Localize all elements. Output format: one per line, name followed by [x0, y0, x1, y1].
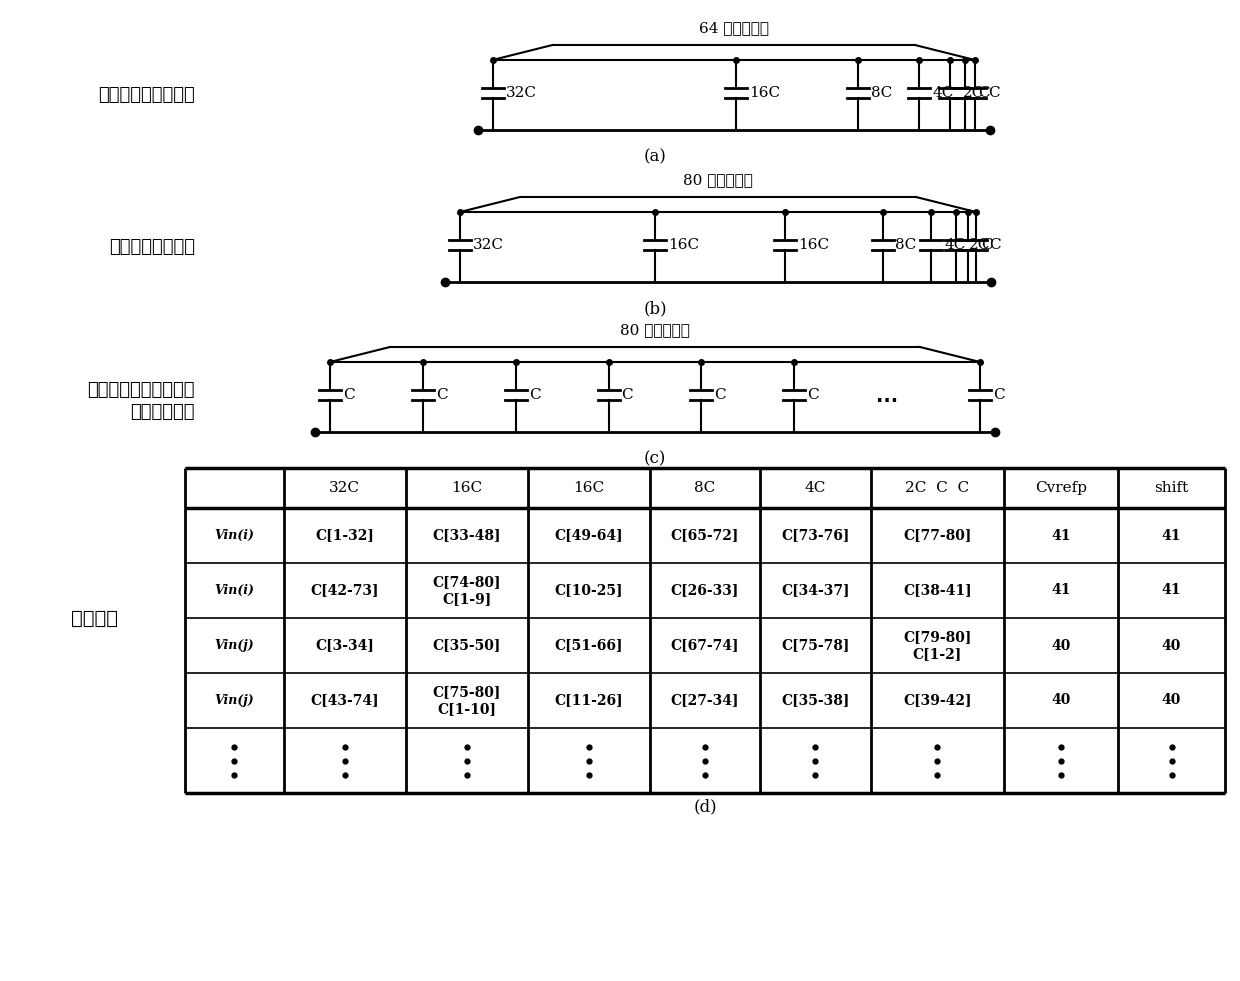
Text: 插入冗余电容阵列: 插入冗余电容阵列 [109, 238, 195, 256]
Text: 传统二进制电容阵列: 传统二进制电容阵列 [98, 86, 195, 104]
Text: 32C: 32C [506, 86, 537, 100]
Text: 动态平均: 动态平均 [72, 608, 119, 628]
Text: 40: 40 [1052, 694, 1071, 707]
Text: (a): (a) [644, 148, 666, 165]
Text: C[38-41]: C[38-41] [903, 584, 972, 597]
Text: 8C: 8C [872, 86, 893, 100]
Text: C[67-74]: C[67-74] [671, 639, 739, 652]
Text: C[33-48]: C[33-48] [433, 529, 501, 542]
Text: C[51-66]: C[51-66] [554, 639, 622, 652]
Text: C: C [714, 387, 727, 402]
Text: C[35-38]: C[35-38] [781, 694, 849, 707]
Text: C: C [435, 387, 448, 402]
Text: 80 组单位电容: 80 组单位电容 [620, 323, 689, 337]
Text: (c): (c) [644, 450, 666, 467]
Text: C[77-80]: C[77-80] [903, 529, 972, 542]
Text: 单位电容阵列: 单位电容阵列 [130, 403, 195, 421]
Text: Vin(j): Vin(j) [215, 639, 254, 652]
Text: 80 组单位电容: 80 组单位电容 [683, 173, 753, 187]
Text: 41: 41 [1052, 584, 1071, 597]
Text: 41: 41 [1052, 529, 1071, 542]
Text: 2C  C  C: 2C C C [905, 481, 970, 495]
Text: ...: ... [877, 387, 898, 406]
Text: 16C: 16C [451, 481, 482, 495]
Text: 4C: 4C [932, 86, 954, 100]
Text: C[10-25]: C[10-25] [554, 584, 622, 597]
Text: C[39-42]: C[39-42] [903, 694, 972, 707]
Text: C: C [990, 238, 1001, 252]
Text: C[75-78]: C[75-78] [781, 639, 849, 652]
Text: 8C: 8C [694, 481, 715, 495]
Text: C: C [528, 387, 541, 402]
Text: Vin(i): Vin(i) [215, 584, 254, 597]
Text: C: C [621, 387, 634, 402]
Text: 2C: 2C [962, 86, 983, 100]
Text: 41: 41 [1162, 584, 1182, 597]
Text: C: C [343, 387, 355, 402]
Text: (d): (d) [693, 798, 717, 815]
Text: 40: 40 [1052, 639, 1071, 652]
Text: C[74-80]
C[1-9]: C[74-80] C[1-9] [433, 576, 501, 605]
Text: 16C: 16C [573, 481, 604, 495]
Text: C: C [807, 387, 818, 402]
Text: 拆分二进制电容阵列为: 拆分二进制电容阵列为 [88, 381, 195, 399]
Text: C[65-72]: C[65-72] [671, 529, 739, 542]
Text: C[1-32]: C[1-32] [315, 529, 374, 542]
Text: shift: shift [1154, 481, 1189, 495]
Text: C: C [978, 86, 990, 100]
Text: 32C: 32C [330, 481, 361, 495]
Text: C[11-26]: C[11-26] [554, 694, 624, 707]
Text: 16C: 16C [799, 238, 830, 252]
Text: 16C: 16C [668, 238, 699, 252]
Text: C[34-37]: C[34-37] [781, 584, 849, 597]
Text: C: C [981, 238, 992, 252]
Text: C[73-76]: C[73-76] [781, 529, 849, 542]
Text: C[79-80]
C[1-2]: C[79-80] C[1-2] [903, 631, 972, 660]
Text: 64 组单位电容: 64 组单位电容 [698, 21, 769, 35]
Text: C: C [988, 86, 999, 100]
Text: C[43-74]: C[43-74] [310, 694, 379, 707]
Text: C[27-34]: C[27-34] [671, 694, 739, 707]
Text: Vin(i): Vin(i) [215, 529, 254, 542]
Text: 32C: 32C [472, 238, 503, 252]
Text: 4C: 4C [805, 481, 826, 495]
Text: C: C [993, 387, 1004, 402]
Text: 2C: 2C [968, 238, 990, 252]
Text: 8C: 8C [895, 238, 916, 252]
Text: C[49-64]: C[49-64] [554, 529, 624, 542]
Text: 41: 41 [1162, 529, 1182, 542]
Text: (b): (b) [644, 300, 667, 317]
Text: 4C: 4C [944, 238, 966, 252]
Text: C[42-73]: C[42-73] [310, 584, 379, 597]
Text: Cvrefp: Cvrefp [1035, 481, 1087, 495]
Text: C[75-80]
C[1-10]: C[75-80] C[1-10] [433, 686, 501, 715]
Text: C[35-50]: C[35-50] [433, 639, 501, 652]
Text: 40: 40 [1162, 639, 1182, 652]
Text: C[26-33]: C[26-33] [671, 584, 739, 597]
Text: Vin(j): Vin(j) [215, 694, 254, 707]
Text: 40: 40 [1162, 694, 1182, 707]
Text: 16C: 16C [749, 86, 780, 100]
Text: C[3-34]: C[3-34] [315, 639, 374, 652]
